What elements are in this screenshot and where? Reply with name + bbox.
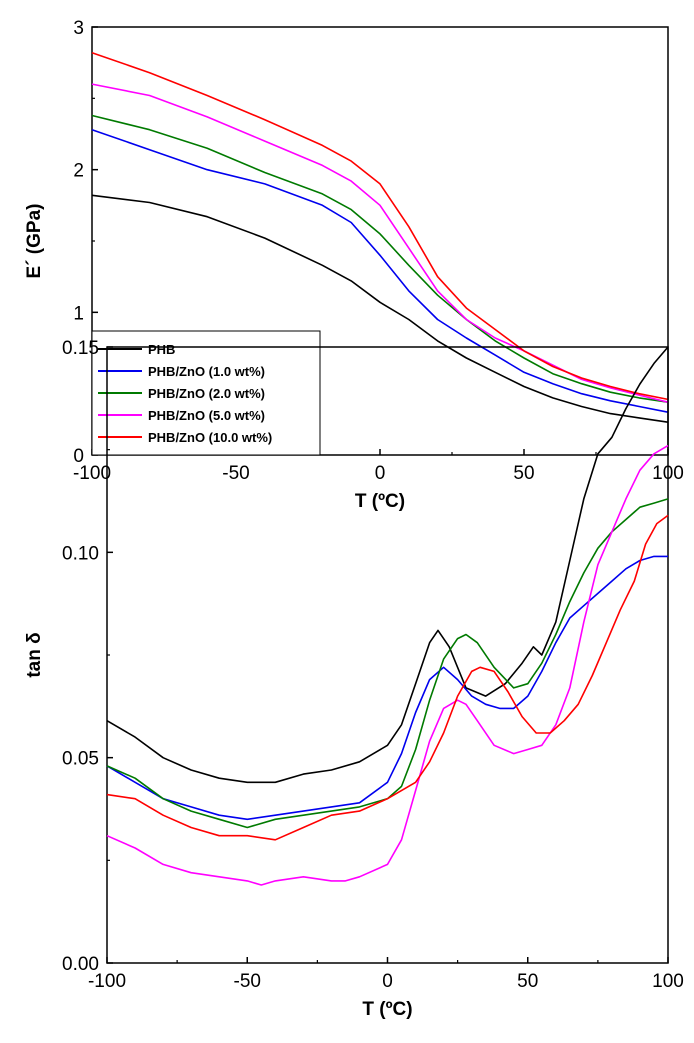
- series-line-phb-zno-2-0-wt: [106, 498, 669, 829]
- legend-label: PHB/ZnO (1.0 wt%): [148, 364, 265, 379]
- x-tick-label: 50: [517, 971, 538, 992]
- legend-label: PHB: [148, 342, 175, 357]
- series-line-phb-zno-5-0-wt: [91, 83, 669, 403]
- series-line-phb-zno-1-0-wt: [91, 128, 669, 413]
- x-tick-label: -50: [234, 971, 261, 992]
- y-tick-label: 0.05: [62, 749, 99, 770]
- x-tick-label: 100: [652, 971, 684, 992]
- y-axis-title: tan δ: [24, 632, 45, 677]
- x-tick-label: -100: [73, 463, 111, 484]
- y-tick-label: 3: [73, 18, 84, 39]
- legend: PHB PHB/ZnO (1.0 wt%) PHB/ZnO (2.0 wt%) PHB…: [91, 330, 321, 456]
- x-tick-label: -100: [88, 971, 126, 992]
- series-line-phb-zno-10-0-wt: [91, 51, 669, 401]
- y-tick-label: 0: [73, 446, 84, 467]
- legend-label: PHB/ZnO (10.0 wt%): [148, 430, 272, 445]
- legend-label: PHB/ZnO (2.0 wt%): [148, 386, 265, 401]
- y-tick-label: 0.10: [62, 543, 99, 564]
- legend-label: PHB/ZnO (5.0 wt%): [148, 408, 265, 423]
- x-tick-label: 0: [375, 463, 386, 484]
- y-tick-label: 0.15: [62, 338, 99, 359]
- x-axis-title: T (ºC): [362, 999, 412, 1020]
- x-tick-label: 0: [382, 971, 393, 992]
- series-line-phb-zno-2-0-wt: [91, 114, 669, 403]
- y-axis-title: E´ (GPa): [24, 204, 45, 279]
- tan-delta-chart: -100 -50 0 50 100 0.00 0.05 0.10 0.15 T (ºC) tan δ: [24, 338, 684, 1020]
- y-tick-label: 1: [73, 303, 84, 324]
- x-tick-label: -50: [222, 463, 249, 484]
- series-line-phb: [91, 194, 669, 423]
- y-tick-label: 0.00: [62, 954, 99, 975]
- series-line-phb-zno-5-0-wt: [106, 444, 669, 886]
- x-axis-title: T (ºC): [355, 491, 405, 512]
- series-line-phb-zno-1-0-wt: [106, 555, 668, 821]
- series-line-phb-zno-10-0-wt: [106, 514, 669, 841]
- series-line-phb: [106, 346, 669, 784]
- x-tick-label: 50: [513, 463, 534, 484]
- y-tick-label: 2: [73, 161, 84, 182]
